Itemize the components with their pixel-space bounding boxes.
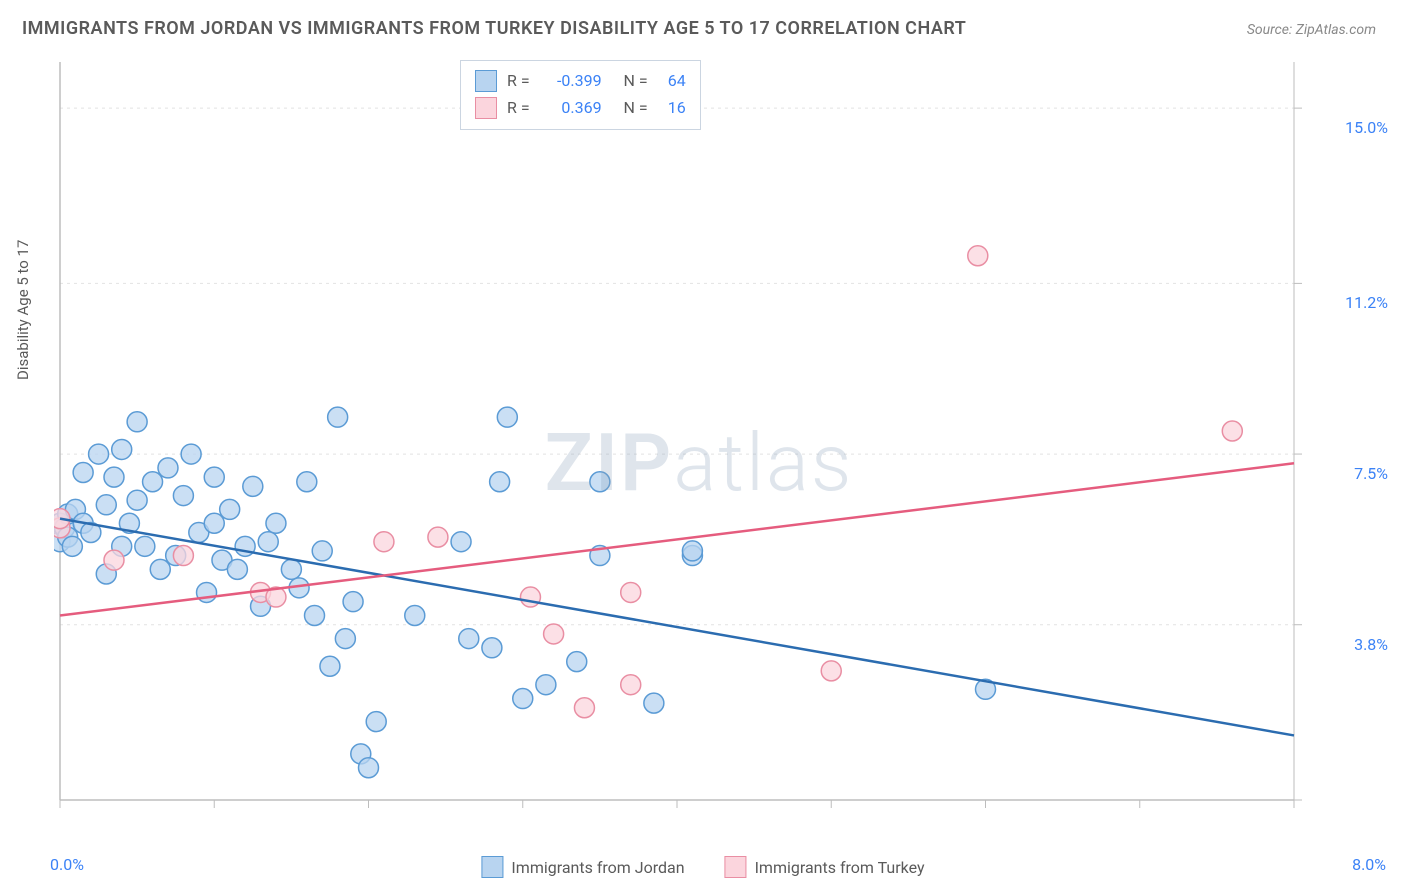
scatter-point	[305, 606, 325, 626]
scatter-point	[96, 495, 116, 515]
legend-n-value: 16	[658, 94, 686, 121]
scatter-point	[320, 656, 340, 676]
stats-legend-row: R = 0.369 N = 16	[475, 94, 686, 121]
scatter-point	[405, 606, 425, 626]
x-tick-max: 8.0%	[1352, 855, 1386, 874]
legend-n-value: 64	[658, 67, 686, 94]
scatter-point	[281, 559, 301, 579]
scatter-point	[482, 638, 502, 658]
scatter-point	[536, 675, 556, 695]
scatter-point	[150, 559, 170, 579]
scatter-point	[104, 550, 124, 570]
scatter-point	[220, 499, 240, 519]
scatter-point	[821, 661, 841, 681]
y-axis-label: Disability Age 5 to 17	[14, 240, 32, 380]
bottom-legend: Immigrants from Jordan Immigrants from Tu…	[481, 856, 924, 878]
scatter-point	[621, 675, 641, 695]
source-label: Source: ZipAtlas.com	[1247, 22, 1376, 38]
scatter-point	[143, 472, 163, 492]
scatter-point	[312, 541, 332, 561]
scatter-point	[266, 513, 286, 533]
scatter-point	[204, 467, 224, 487]
legend-r-value: 0.369	[540, 94, 602, 121]
scatter-point	[567, 652, 587, 672]
scatter-point	[682, 541, 702, 561]
scatter-point	[181, 444, 201, 464]
scatter-point	[227, 559, 247, 579]
bottom-legend-item: Immigrants from Turkey	[725, 856, 925, 878]
legend-swatch	[481, 856, 503, 878]
scatter-point	[62, 536, 82, 556]
scatter-point	[513, 689, 533, 709]
x-tick-min: 0.0%	[50, 855, 84, 874]
scatter-point	[374, 532, 394, 552]
y-tick-label: 7.5%	[1354, 464, 1388, 483]
legend-swatch	[725, 856, 747, 878]
scatter-plot	[54, 56, 1344, 826]
y-tick-label: 11.2%	[1345, 293, 1388, 312]
bottom-legend-item: Immigrants from Jordan	[481, 856, 684, 878]
stats-legend-row: R = -0.399 N = 64	[475, 67, 686, 94]
scatter-point	[204, 513, 224, 533]
scatter-point	[451, 532, 471, 552]
legend-n-label: N =	[612, 67, 648, 94]
scatter-point	[127, 490, 147, 510]
scatter-point	[1222, 421, 1242, 441]
scatter-point	[359, 758, 379, 778]
regression-line	[60, 519, 1294, 736]
scatter-point	[243, 476, 263, 496]
scatter-point	[297, 472, 317, 492]
scatter-point	[328, 407, 348, 427]
bottom-legend-label: Immigrants from Turkey	[755, 858, 925, 877]
scatter-point	[490, 472, 510, 492]
legend-r-value: -0.399	[540, 67, 602, 94]
scatter-point	[335, 629, 355, 649]
chart-title: IMMIGRANTS FROM JORDAN VS IMMIGRANTS FRO…	[22, 18, 966, 39]
scatter-point	[968, 246, 988, 266]
scatter-point	[366, 712, 386, 732]
y-tick-label: 3.8%	[1354, 635, 1388, 654]
legend-swatch	[475, 97, 497, 119]
scatter-point	[621, 582, 641, 602]
scatter-point	[520, 587, 540, 607]
scatter-point	[158, 458, 178, 478]
scatter-point	[112, 439, 132, 459]
chart-area: ZIPatlas	[54, 56, 1344, 826]
legend-r-label: R =	[507, 94, 530, 121]
scatter-point	[135, 536, 155, 556]
scatter-point	[644, 693, 664, 713]
legend-swatch	[475, 70, 497, 92]
bottom-legend-label: Immigrants from Jordan	[511, 858, 684, 877]
scatter-point	[459, 629, 479, 649]
scatter-point	[89, 444, 109, 464]
scatter-point	[104, 467, 124, 487]
scatter-point	[428, 527, 448, 547]
scatter-point	[590, 472, 610, 492]
scatter-point	[574, 698, 594, 718]
scatter-point	[343, 592, 363, 612]
scatter-point	[258, 532, 278, 552]
scatter-point	[173, 486, 193, 506]
scatter-point	[173, 546, 193, 566]
scatter-point	[127, 412, 147, 432]
scatter-point	[497, 407, 517, 427]
y-tick-label: 15.0%	[1345, 118, 1388, 137]
stats-legend: R = -0.399 N = 64R = 0.369 N = 16	[460, 60, 701, 130]
scatter-point	[544, 624, 564, 644]
legend-r-label: R =	[507, 67, 530, 94]
legend-n-label: N =	[612, 94, 648, 121]
scatter-point	[73, 463, 93, 483]
